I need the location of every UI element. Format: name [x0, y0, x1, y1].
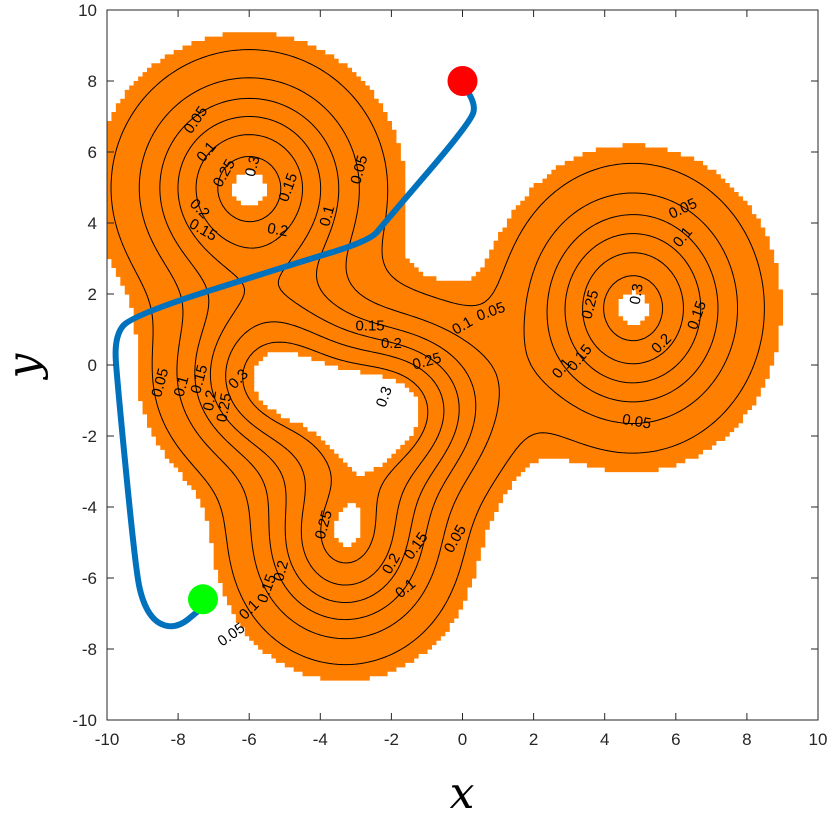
end-point-marker: [187, 584, 218, 615]
y-tick-label: -6: [82, 569, 97, 588]
contour-label: 0.25: [312, 508, 336, 541]
contour-label: 0.3: [242, 154, 264, 179]
contour-label: 0.25: [213, 392, 235, 424]
y-axis-title: y: [0, 352, 49, 380]
contour-label: 0.25: [411, 349, 444, 373]
y-tick-label: 2: [88, 285, 97, 304]
contour-label: 0.1: [171, 374, 193, 399]
axes: -10 -8 -6 -4 -2 0 2 4 6 8 10 -10 -8 -6 -4 -2 0 2 4 6 8 10: [72, 1, 827, 749]
contour-line-level-6: [217, 155, 664, 564]
trajectory-line: [112, 81, 477, 630]
contour-line-level-2: [138, 77, 739, 640]
x-tick-label: -4: [313, 730, 328, 749]
contour-label: 0.2: [266, 220, 289, 240]
contour-label: 0.05: [347, 153, 371, 186]
x-tick-label: -2: [384, 730, 399, 749]
y-tick-label: 8: [88, 72, 97, 91]
contour-label: 0.2: [270, 559, 292, 584]
contour-label: 0.1: [317, 204, 339, 229]
x-tick-label: 10: [809, 730, 828, 749]
start-point-marker: [447, 66, 478, 96]
contour-label: 0.15: [187, 363, 211, 396]
x-tick-label: 8: [742, 730, 751, 749]
x-tick-label: 0: [458, 730, 467, 749]
contour-label: 0.05: [621, 411, 653, 433]
contour-line-level-1: [110, 49, 765, 666]
x-tick-label: -6: [242, 730, 257, 749]
x-axis-title: x: [450, 768, 475, 819]
y-tick-label: -4: [82, 498, 97, 517]
y-tick-label: 10: [78, 1, 97, 20]
density-fill: [107, 32, 784, 681]
contour-label: 0.3: [373, 384, 396, 409]
density-fill-region: [107, 32, 784, 681]
y-tick-label: 0: [88, 356, 97, 375]
contour-lines: [110, 49, 765, 666]
y-tick-label: -8: [82, 640, 97, 659]
trajectory-layer: [112, 66, 478, 630]
contour-label: 0.2: [381, 335, 402, 352]
y-tick-label: 4: [88, 214, 97, 233]
contour-line-level-3: [159, 97, 719, 621]
contour-label: 0.3: [627, 282, 647, 305]
contour-label: 0.05: [148, 366, 172, 399]
contour-label: 0.15: [355, 317, 384, 334]
contour-line-level-4: [177, 115, 702, 604]
x-tick-label: -10: [95, 730, 120, 749]
y-tick-label: -10: [72, 711, 97, 730]
x-tick-label: 4: [600, 730, 609, 749]
x-tick-label: -8: [171, 730, 186, 749]
contour-label: 0.2: [200, 389, 220, 412]
x-tick-label: 2: [529, 730, 538, 749]
y-tick-label: -2: [82, 427, 97, 446]
x-tick-label: 6: [671, 730, 680, 749]
contour-line-level-5: [195, 134, 684, 586]
contour-label: 0.25: [578, 288, 602, 321]
y-tick-label: 6: [88, 143, 97, 162]
